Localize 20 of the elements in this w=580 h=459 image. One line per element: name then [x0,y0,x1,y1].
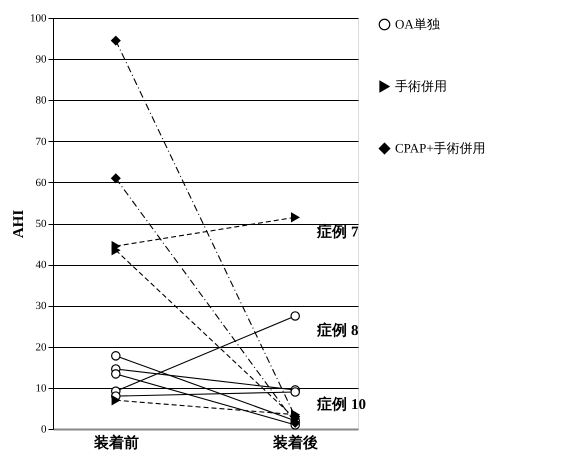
y-tick-label: 70 [36,136,47,148]
legend-label: CPAP+手術併用 [395,140,486,156]
y-tick-label: 100 [30,12,47,24]
y-tick-label: 40 [36,259,47,272]
y-tick-label: 80 [36,94,47,107]
y-tick-label: 30 [36,300,47,312]
x-tick-label: 装着後 [272,434,318,452]
annotation: 症例 8 [316,322,358,339]
y-tick-label: 90 [36,54,47,66]
y-tick-label: 0 [41,424,47,436]
y-tick-label: 60 [36,176,47,189]
y-tick-label: 20 [36,341,47,354]
x-tick-label: 装着前 [92,434,139,452]
y-tick-label: 10 [36,382,47,394]
y-tick-label: 50 [36,218,47,230]
annotation: 症例 7 [316,223,359,240]
y-axis-title: AHI [11,210,27,238]
annotation: 症例 10 [316,396,366,413]
legend-label: 手術併用 [395,78,447,94]
legend-label: OA単独 [395,16,440,32]
